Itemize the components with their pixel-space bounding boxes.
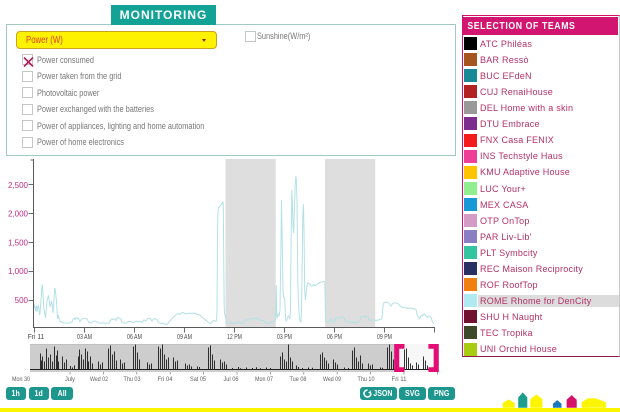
svg-text:Sat 05: Sat 05 <box>190 376 206 383</box>
svg-text:09 PM: 09 PM <box>377 334 392 341</box>
svg-text:2,500: 2,500 <box>8 181 29 190</box>
svg-text:12 PM: 12 PM <box>227 334 242 341</box>
svg-text:06 PM: 06 PM <box>327 334 342 341</box>
svg-text:Tue 08: Tue 08 <box>290 376 307 383</box>
svg-text:06 AM: 06 AM <box>127 334 142 341</box>
svg-text:09 AM: 09 AM <box>177 334 192 341</box>
svg-text:Thu 03: Thu 03 <box>124 376 141 383</box>
svg-text:Fri 11: Fri 11 <box>28 334 45 341</box>
svg-text:Fri 11: Fri 11 <box>392 376 407 383</box>
svg-text:2,000: 2,000 <box>8 210 29 219</box>
svg-text:500: 500 <box>15 296 29 305</box>
svg-text:Wed 02: Wed 02 <box>90 376 108 383</box>
svg-text:Jul 06: Jul 06 <box>224 376 239 383</box>
svg-text:1,500: 1,500 <box>8 238 29 247</box>
svg-text:03 AM: 03 AM <box>77 334 92 341</box>
svg-text:July: July <box>65 376 76 383</box>
svg-text:Mon 30: Mon 30 <box>12 376 30 383</box>
svg-text:Thu 10: Thu 10 <box>358 376 375 383</box>
svg-text:Wed 09: Wed 09 <box>323 376 341 383</box>
svg-text:1,000: 1,000 <box>8 267 29 276</box>
svg-text:Mon 07: Mon 07 <box>255 376 273 383</box>
svg-text:Fri 04: Fri 04 <box>158 376 173 383</box>
svg-text:03 PM: 03 PM <box>277 334 292 341</box>
